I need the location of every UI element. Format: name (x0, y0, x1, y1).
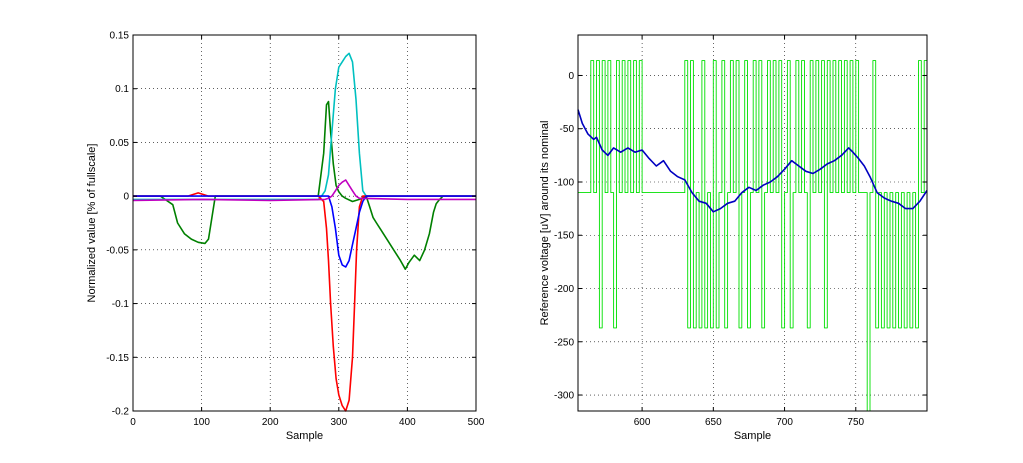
left-y-tick-label: 0.1 (115, 84, 129, 95)
left-y-tick-label: -0.2 (112, 407, 130, 418)
right-plot-border (577, 34, 928, 412)
left-y-axis-label: Normalized value [% of fullscale] (86, 144, 98, 303)
left-series-line-4 (132, 179, 476, 202)
left-y-tick-label: -0.1 (112, 299, 130, 310)
left-ticks: 0 100 200 300 400 500 -0.2 -0.15 -0.1 -0.05 0 0.05 0… (106, 31, 485, 429)
right-ticks: 600 650 700 750 -300 -250 -200 -150 -100 -50 0 (554, 35, 927, 428)
left-x-tick-label: 100 (193, 417, 210, 428)
right-series-line-0 (578, 60, 928, 412)
right-x-axis-label: Sample (734, 430, 771, 442)
left-y-tick-label: 0.15 (110, 31, 130, 42)
left-x-tick-label: 200 (262, 417, 279, 428)
left-plot-area (133, 35, 476, 411)
left-x-axis-label: Sample (286, 430, 323, 442)
right-y-tick-label: -300 (554, 391, 574, 402)
left-y-tick-label: 0.05 (110, 138, 130, 149)
left-x-tick-label: 500 (468, 417, 485, 428)
right-series (577, 60, 928, 412)
right-y-tick-label: -200 (554, 284, 574, 295)
left-plot-border (132, 34, 477, 412)
right-series-line-1 (577, 109, 928, 213)
left-chart: 0 100 200 300 400 500 -0.2 -0.15 -0.1 -0.05 0 0.05 0… (86, 31, 485, 443)
left-series-line-0 (133, 100, 476, 271)
left-x-tick-label: 400 (399, 417, 416, 428)
right-y-tick-label: -250 (554, 337, 574, 348)
right-x-tick-label: 650 (705, 417, 722, 428)
left-y-tick-label: -0.15 (106, 353, 129, 364)
left-x-tick-label: 300 (330, 417, 347, 428)
right-y-tick-label: -150 (554, 231, 574, 242)
left-x-tick-label: 0 (130, 417, 136, 428)
left-y-tick-label: -0.05 (106, 245, 129, 256)
right-x-tick-label: 750 (847, 417, 864, 428)
right-y-tick-label: 0 (568, 71, 574, 82)
left-series (132, 52, 476, 412)
right-x-tick-label: 700 (776, 417, 793, 428)
right-chart: 600 650 700 750 -300 -250 -200 -150 -100 -50 0 Sam… (539, 34, 928, 442)
right-y-tick-label: -100 (554, 177, 574, 188)
right-x-tick-label: 600 (634, 417, 651, 428)
left-y-tick-label: 0 (123, 192, 129, 203)
right-y-tick-label: -50 (560, 124, 575, 135)
right-y-axis-label: Reference voltage [uV] around its nomina… (539, 121, 551, 326)
